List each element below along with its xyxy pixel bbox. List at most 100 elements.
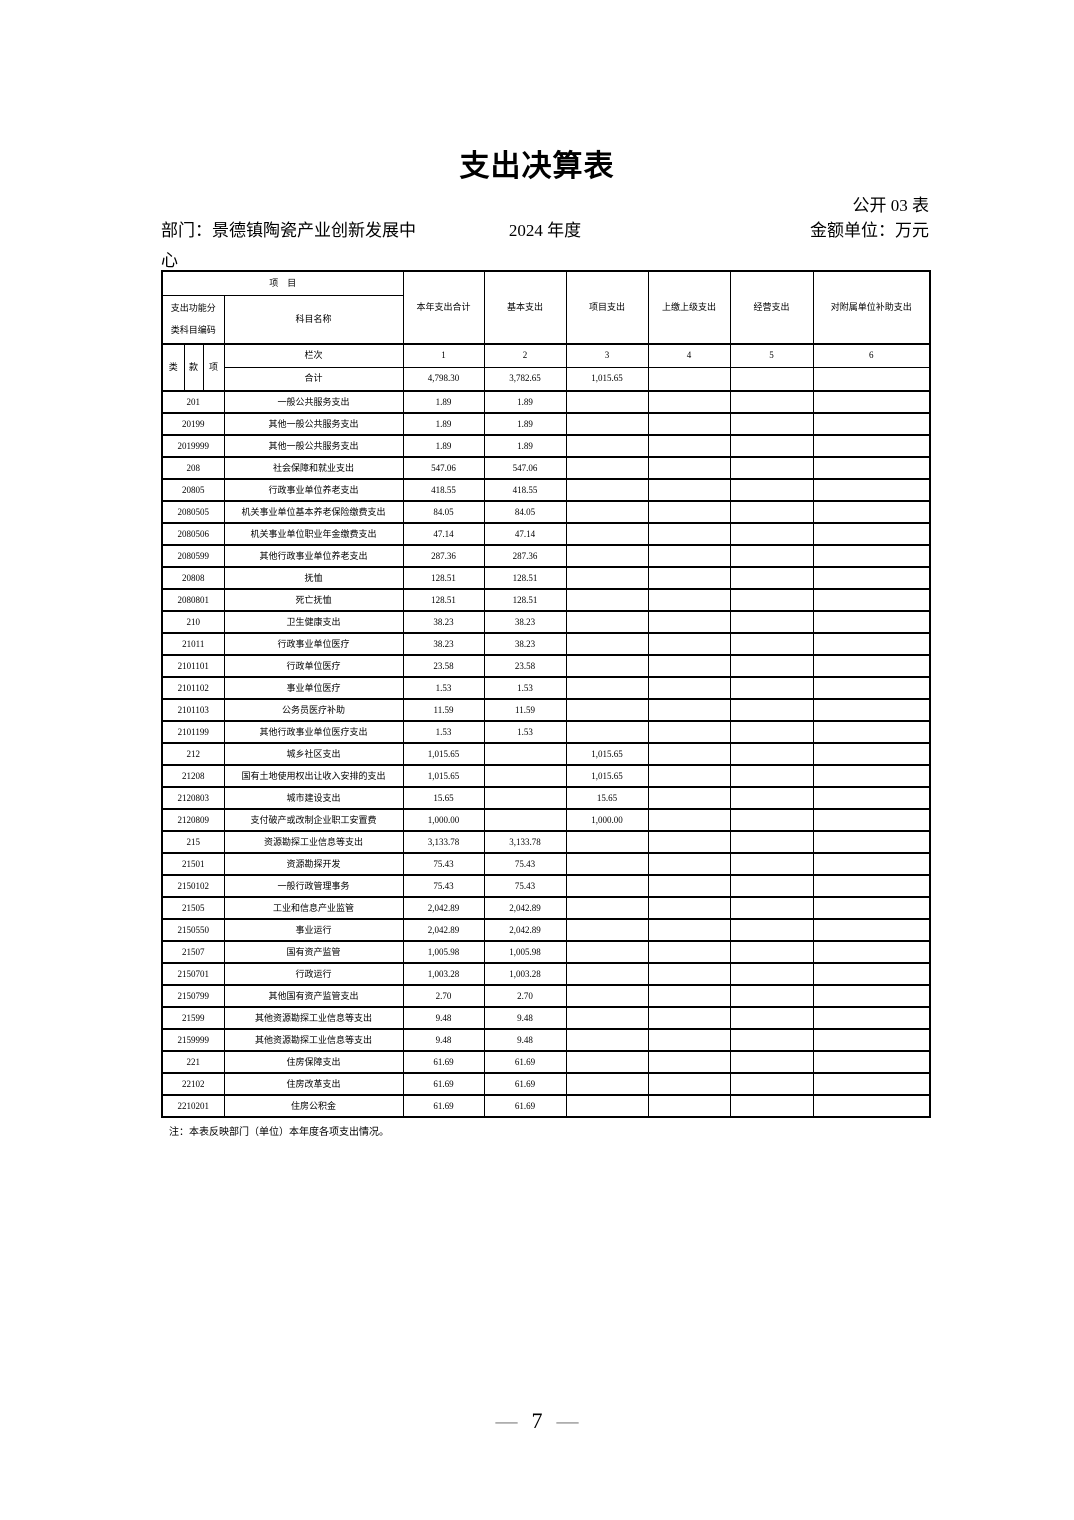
total-row: 合计 4,798.30 3,782.65 1,015.65	[162, 366, 931, 392]
page-number-dash-right: —	[556, 1408, 579, 1433]
table-row: 2150799 其他国有资产监管支出 2.70 2.70	[161, 984, 931, 1008]
table-row: 210 卫生健康支出 38.23 38.23	[161, 610, 931, 634]
table-row: 2080505 机关事业单位基本养老保险缴费支出 84.05 84.05	[161, 500, 931, 524]
row-value	[565, 896, 649, 920]
row-value	[565, 962, 649, 986]
row-function-code: 2159999	[161, 1028, 225, 1052]
row-subject-name: 行政单位医疗	[223, 654, 404, 678]
row-value	[729, 1050, 814, 1074]
row-function-code: 2080599	[161, 544, 225, 568]
row-subject-name: 机关事业单位职业年金缴费支出	[223, 522, 404, 546]
row-value: 75.43	[402, 852, 485, 876]
row-value: 2.70	[483, 984, 567, 1008]
row-value: 11.59	[483, 698, 567, 722]
header-column-number: 2	[483, 343, 567, 368]
row-function-code: 215	[161, 830, 225, 854]
row-value	[647, 632, 731, 656]
page-number: — 7 —	[0, 1408, 1074, 1434]
row-value	[565, 852, 649, 876]
row-subject-name: 其他行政事业单位医疗支出	[223, 720, 404, 744]
header-col-operating: 经营支出	[729, 270, 814, 345]
row-subject-name: 城乡社区支出	[223, 742, 404, 766]
row-value	[729, 984, 814, 1008]
row-function-code: 210	[161, 610, 225, 634]
row-value	[483, 764, 567, 788]
table-row: 21011 行政事业单位医疗 38.23 38.23	[161, 632, 931, 656]
row-value	[729, 742, 814, 766]
table-row: 2120803 城市建设支出 15.65 15.65	[161, 786, 931, 810]
row-value	[812, 830, 931, 854]
row-value	[565, 1072, 649, 1096]
row-value	[812, 962, 931, 986]
row-value: 61.69	[483, 1072, 567, 1096]
row-value	[647, 544, 731, 568]
row-value: 1,015.65	[402, 742, 485, 766]
row-value: 47.14	[483, 522, 567, 546]
row-value: 61.69	[402, 1072, 485, 1096]
total-value	[812, 366, 931, 392]
row-value	[647, 830, 731, 854]
total-value: 1,015.65	[565, 366, 649, 392]
row-value: 2.70	[402, 984, 485, 1008]
row-value	[647, 434, 731, 458]
row-value	[812, 742, 931, 766]
header-subject-name: 科目名称	[223, 294, 404, 345]
row-value	[647, 412, 731, 436]
row-value	[565, 830, 649, 854]
row-subject-name: 社会保障和就业支出	[223, 456, 404, 480]
row-subject-name: 事业单位医疗	[223, 676, 404, 700]
expenditure-table: 项 目 本年支出合计 基本支出 项目支出 上缴上级支出 经营支出 对附属单位补助…	[161, 270, 932, 1118]
row-value: 9.48	[483, 1006, 567, 1030]
table-row: 2080599 其他行政事业单位养老支出 287.36 287.36	[161, 544, 931, 568]
row-value: 1,005.98	[483, 940, 567, 964]
row-function-code: 2120803	[161, 786, 225, 810]
row-subject-name: 行政事业单位养老支出	[223, 478, 404, 502]
header-sub-item: 项	[202, 343, 225, 392]
header-column-number: 6	[812, 343, 931, 368]
table-row: 20808 抚恤 128.51 128.51	[161, 566, 931, 590]
row-value	[483, 808, 567, 832]
row-function-code: 2150799	[161, 984, 225, 1008]
table-row: 20805 行政事业单位养老支出 418.55 418.55	[161, 478, 931, 502]
header-column-number: 4	[647, 343, 731, 368]
table-row: 21208 国有土地使用权出让收入安排的支出 1,015.65 1,015.65	[161, 764, 931, 788]
row-value: 75.43	[483, 874, 567, 898]
row-value	[565, 720, 649, 744]
row-function-code: 2210201	[161, 1094, 225, 1118]
row-function-code: 20808	[161, 566, 225, 590]
row-value	[565, 874, 649, 898]
row-function-code: 2101103	[161, 698, 225, 722]
row-value	[647, 478, 731, 502]
row-value	[812, 390, 931, 414]
row-value: 2,042.89	[483, 918, 567, 942]
row-value: 38.23	[402, 610, 485, 634]
row-value	[647, 720, 731, 744]
row-value	[647, 896, 731, 920]
row-value	[729, 654, 814, 678]
table-row: 2150550 事业运行 2,042.89 2,042.89	[161, 918, 931, 942]
row-value: 1.89	[402, 412, 485, 436]
page-number-value: 7	[531, 1408, 543, 1433]
row-value	[647, 1028, 731, 1052]
row-value	[565, 654, 649, 678]
row-value	[812, 654, 931, 678]
row-subject-name: 行政运行	[223, 962, 404, 986]
row-subject-name: 住房公积金	[223, 1094, 404, 1118]
row-value	[647, 610, 731, 634]
header-col-year-total: 本年支出合计	[402, 270, 485, 345]
row-value	[647, 1072, 731, 1096]
row-subject-name: 其他国有资产监管支出	[223, 984, 404, 1008]
row-value: 75.43	[402, 874, 485, 898]
row-value: 38.23	[483, 610, 567, 634]
row-value	[565, 1050, 649, 1074]
row-value	[812, 698, 931, 722]
row-function-code: 22102	[161, 1072, 225, 1096]
meta-row: 部门：景德镇陶瓷产业创新发展中心 2024 年度 金额单位：万元	[161, 216, 929, 276]
row-subject-name: 其他资源勘探工业信息等支出	[223, 1006, 404, 1030]
row-value: 1.53	[483, 676, 567, 700]
row-value	[729, 676, 814, 700]
row-value	[729, 940, 814, 964]
table-row: 2080506 机关事业单位职业年金缴费支出 47.14 47.14	[161, 522, 931, 546]
row-value: 1,005.98	[402, 940, 485, 964]
row-function-code: 212	[161, 742, 225, 766]
